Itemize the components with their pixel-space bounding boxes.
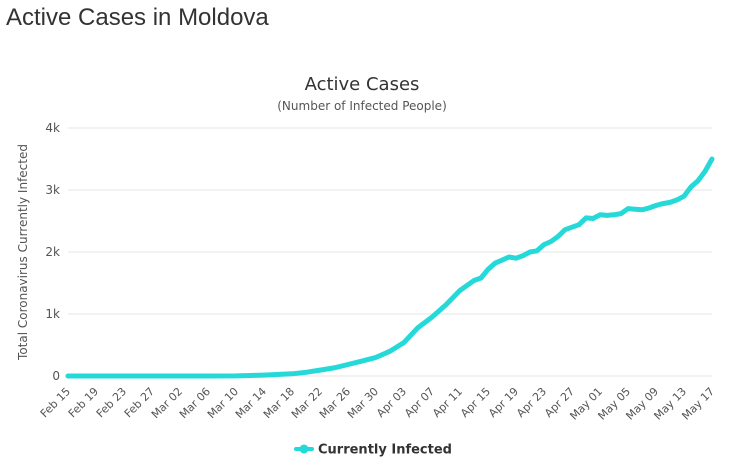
chart-subtitle: (Number of Infected People) [277, 99, 447, 113]
y-axis-label: Total Coronavirus Currently Infected [16, 144, 30, 361]
x-tick-label: Feb 15 [38, 385, 73, 420]
x-tick-label: Apr 03 [374, 385, 409, 420]
x-tick-label: Apr 23 [514, 385, 549, 420]
legend: Currently Infected [294, 443, 452, 458]
y-tick-label: 2k [45, 245, 60, 259]
y-tick-label: 0 [52, 369, 60, 383]
x-tick-label: Mar 30 [345, 385, 381, 421]
legend-label[interactable]: Currently Infected [318, 443, 452, 458]
series-line [65, 156, 715, 379]
page-heading: Active Cases in Moldova [6, 4, 269, 31]
x-tick-label: Feb 19 [66, 385, 101, 420]
x-tick-label: Apr 15 [458, 385, 493, 420]
y-tick-label: 3k [45, 183, 60, 197]
chart-title: Active Cases [305, 74, 420, 95]
y-tick-label: 4k [45, 121, 60, 135]
x-tick-label: Apr 07 [402, 385, 437, 420]
legend-marker [299, 444, 309, 454]
x-tick-label: Apr 11 [430, 385, 465, 420]
x-tick-label: Apr 19 [486, 385, 521, 420]
y-tick-label: 1k [45, 307, 60, 321]
x-tick-label: Feb 23 [94, 385, 129, 420]
